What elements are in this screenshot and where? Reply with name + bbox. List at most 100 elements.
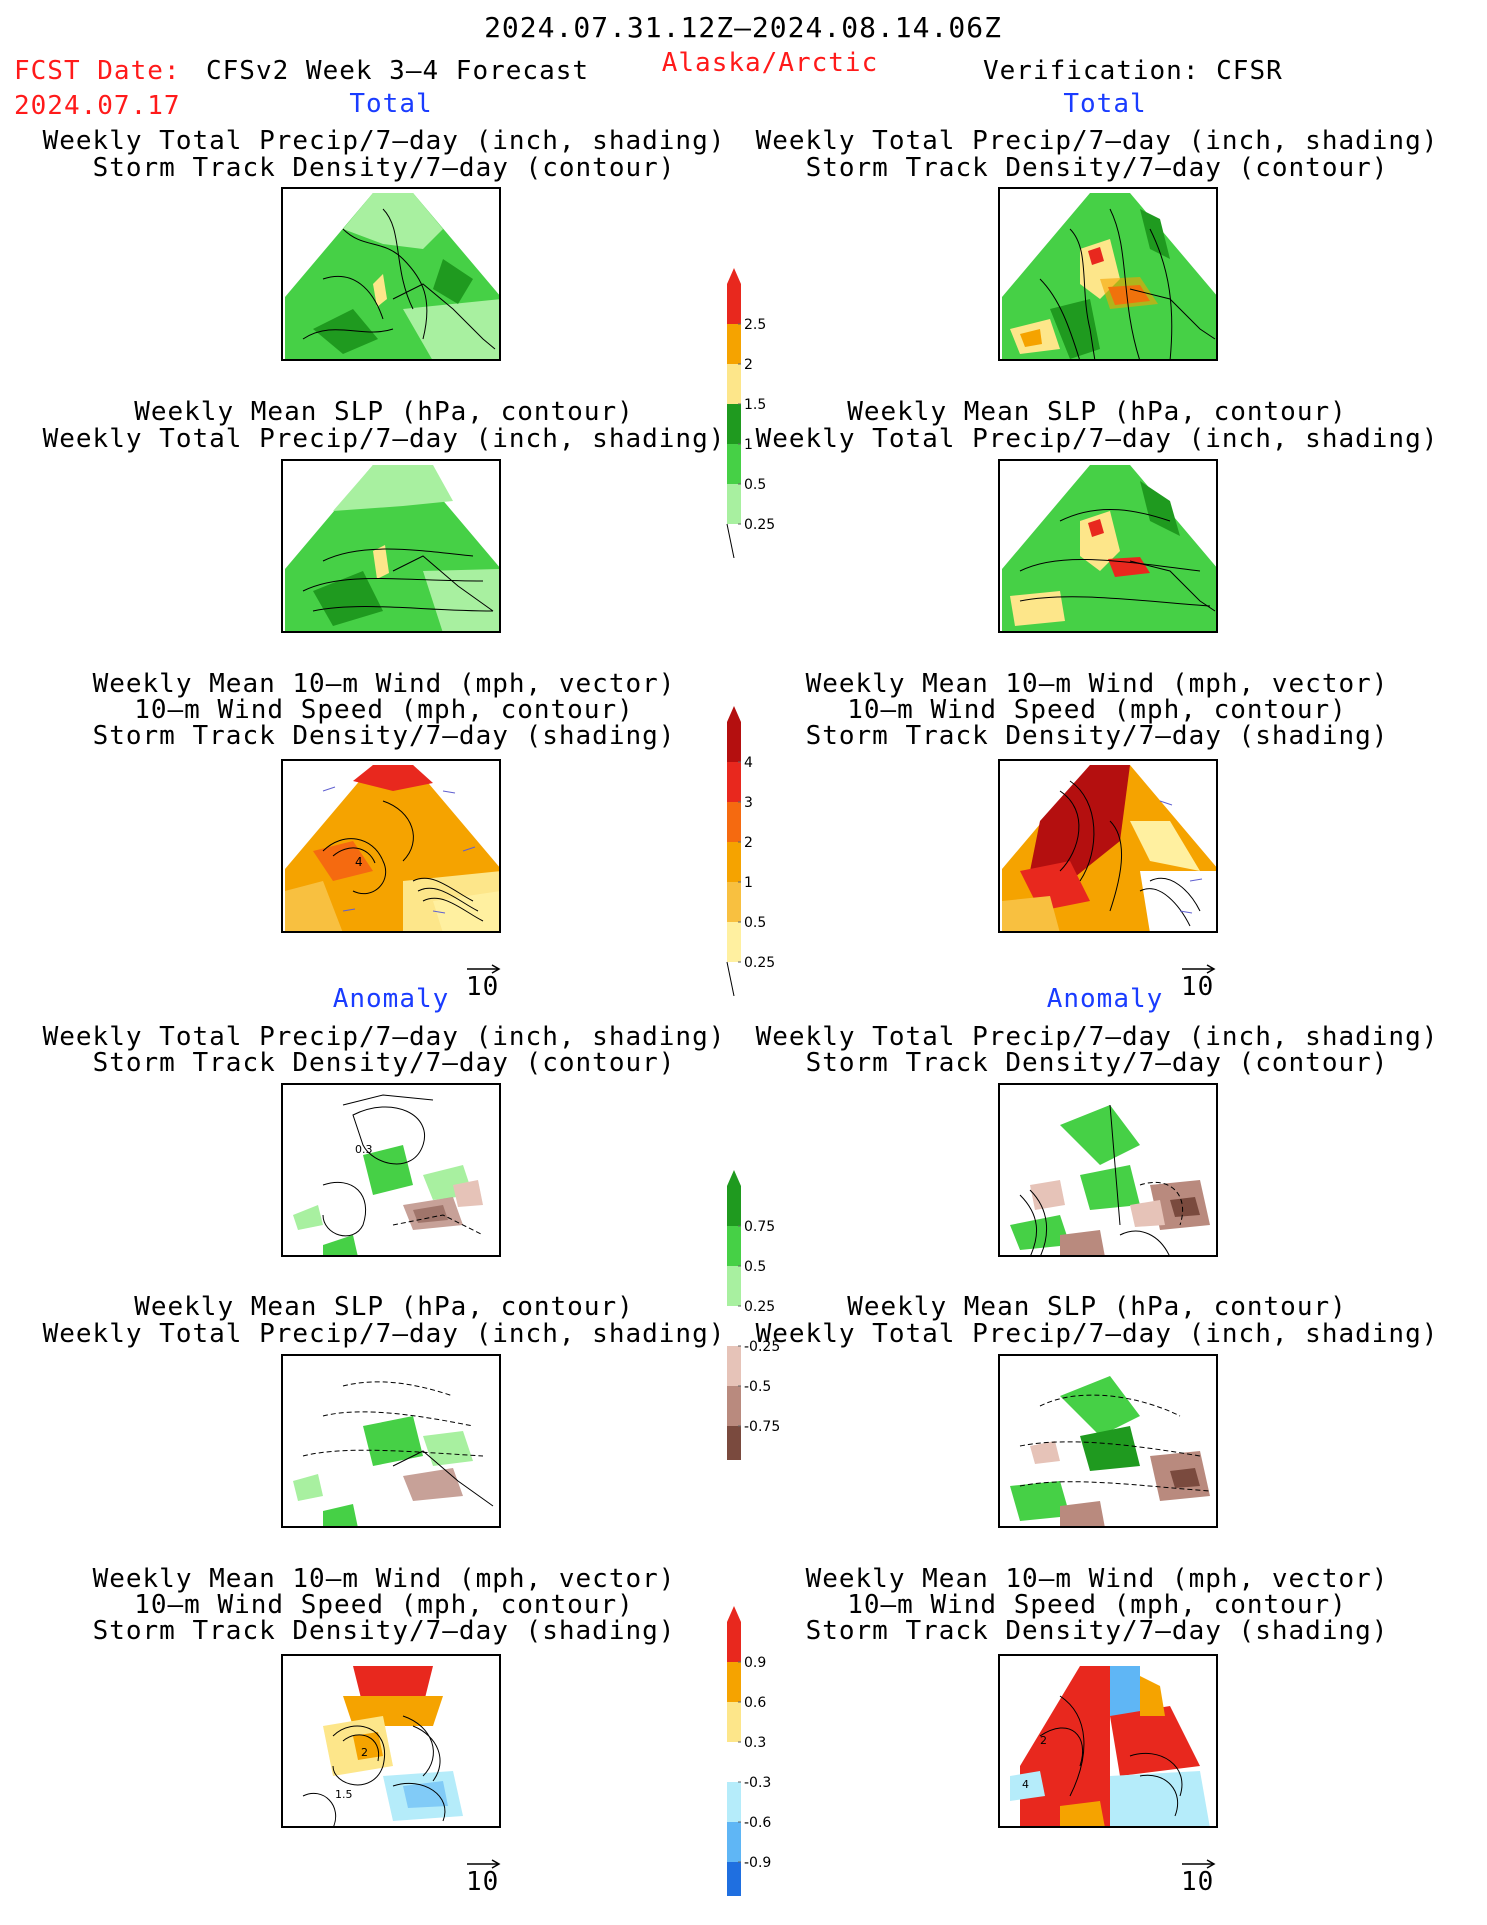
colorbar-swatch — [727, 284, 741, 324]
colorbar-bottom-tail — [726, 961, 735, 996]
panel-title-r5-b: Weekly Total Precip/7–day (inch, shading… — [755, 1319, 1439, 1349]
vector-scale-label-anomaly-left: 10 — [466, 1867, 500, 1897]
vector-scale-label-total-left: 10 — [466, 972, 500, 1002]
contour-label: 2 — [1040, 1734, 1047, 1747]
colorbar-swatch — [727, 1622, 741, 1662]
panel-title-r5-a: Weekly Mean SLP (hPa, contour) — [847, 1292, 1347, 1322]
map-panel-wind-storm-forecast-total: 4 — [281, 759, 501, 933]
colorbar-swatch — [727, 484, 741, 524]
colorbar-tick-label: 1 — [744, 875, 753, 891]
contour-label: 4 — [1022, 1778, 1029, 1791]
colorbar-swatch — [727, 444, 741, 484]
panel-title-l3-a: Weekly Mean 10–m Wind (mph, vector) — [92, 669, 676, 699]
colorbar-swatch — [727, 404, 741, 444]
colorbar-tick-label: 1 — [744, 437, 753, 453]
contour-label: 4 — [355, 855, 363, 869]
map-panel-precip-storm-verification-total — [998, 187, 1218, 361]
panel-title-r6-a: Weekly Mean 10–m Wind (mph, vector) — [805, 1564, 1389, 1594]
colorbar-tick-label: 2.5 — [744, 317, 766, 333]
colorbar-tick-label: 0.25 — [744, 517, 775, 533]
colorbar-swatch — [727, 882, 741, 922]
colorbar-swatch — [727, 1742, 741, 1782]
panel-title-l3-b: 10–m Wind Speed (mph, contour) — [134, 695, 634, 725]
colorbar-tick-label: 0.5 — [744, 1259, 766, 1275]
colorbar-swatch — [727, 1266, 741, 1306]
panel-title-l5-a: Weekly Mean SLP (hPa, contour) — [134, 1292, 634, 1322]
vector-scale-label-anomaly-right: 10 — [1181, 1867, 1215, 1897]
colorbar-tick-label: -0.75 — [744, 1419, 780, 1435]
colorbar-tick-label: 0.5 — [744, 915, 766, 931]
section-total-left: Total — [349, 89, 433, 119]
map-panel-slp-precip-forecast-anomaly — [281, 1354, 501, 1528]
colorbar-top-arrow — [727, 268, 741, 284]
contour-label: 2 — [361, 1746, 368, 1759]
colorbar-precip-total: 2.5 2 1.5 1 0.5 0.25 — [726, 268, 775, 558]
vector-scale-arrow-total-right — [1181, 960, 1217, 979]
map-panel-wind-storm-forecast-anomaly: 2 1.5 — [281, 1654, 501, 1828]
colorbar-swatch — [727, 1822, 741, 1862]
vector-scale-arrow-anomaly-right — [1181, 1855, 1217, 1874]
colorbar-top-arrow — [727, 706, 741, 722]
colorbar-swatch — [727, 1702, 741, 1742]
map-panel-wind-storm-verification-anomaly: 2 4 — [998, 1654, 1218, 1828]
colorbar-tick-label: 4 — [744, 755, 753, 771]
colorbar-tick-label: 0.6 — [744, 1695, 766, 1711]
panel-title-r3-c: Storm Track Density/7–day (shading) — [805, 721, 1389, 751]
colorbar-swatch — [727, 364, 741, 404]
panel-title-r3-a: Weekly Mean 10–m Wind (mph, vector) — [805, 669, 1389, 699]
panel-title-r2-b: Weekly Total Precip/7–day (inch, shading… — [755, 424, 1439, 454]
colorbar-swatch — [727, 722, 741, 762]
colorbar-swatch — [727, 324, 741, 364]
panel-title-r1-b: Storm Track Density/7–day (contour) — [805, 153, 1389, 183]
panel-title-l6-b: 10–m Wind Speed (mph, contour) — [134, 1590, 634, 1620]
panel-title-r1-a: Weekly Total Precip/7–day (inch, shading… — [755, 126, 1439, 156]
colorbar-swatch — [727, 1346, 741, 1386]
colorbar-tick-label: 0.5 — [744, 477, 766, 493]
panel-title-l4-b: Storm Track Density/7–day (contour) — [92, 1048, 676, 1078]
colorbar-tick-label: 1.5 — [744, 397, 766, 413]
vector-scale-label-total-right: 10 — [1181, 972, 1215, 1002]
colorbar-top-arrow — [727, 1606, 741, 1622]
map-panel-precip-storm-forecast-total — [281, 187, 501, 361]
colorbar-precip-anomaly: 0.75 0.5 0.25 -0.25 -0.5 -0.75 — [727, 1170, 780, 1460]
verification-title: Verification: CFSR — [983, 56, 1283, 86]
colorbar-swatch — [727, 1226, 741, 1266]
map-panel-slp-precip-verification-anomaly — [998, 1354, 1218, 1528]
region-title: Alaska/Arctic — [661, 48, 879, 78]
colorbar-tick-label: 0.9 — [744, 1655, 766, 1671]
panel-title-l1-b: Storm Track Density/7–day (contour) — [92, 153, 676, 183]
period-title: 2024.07.31.12Z–2024.08.14.06Z — [484, 11, 1002, 44]
colorbar-top-arrow — [727, 1170, 741, 1186]
contour-label: 0.3 — [355, 1143, 373, 1156]
colorbar-swatch — [727, 762, 741, 802]
panel-title-l6-c: Storm Track Density/7–day (shading) — [92, 1616, 676, 1646]
colorbar-tick-label: -0.9 — [744, 1855, 771, 1871]
map-panel-precip-storm-verification-anomaly — [998, 1083, 1218, 1257]
section-anomaly-right: Anomaly — [1046, 984, 1164, 1014]
colorbar-tick-label: 2 — [744, 357, 753, 373]
panel-title-l5-b: Weekly Total Precip/7–day (inch, shading… — [42, 1319, 726, 1349]
colorbar-tick-label: -0.3 — [744, 1775, 771, 1791]
panel-title-l2-a: Weekly Mean SLP (hPa, contour) — [134, 397, 634, 427]
map-panel-wind-storm-verification-total — [998, 759, 1218, 933]
colorbar-tick-label: -0.25 — [744, 1339, 780, 1355]
colorbar-swatch — [727, 922, 741, 962]
colorbar-tick-label: 0.75 — [744, 1219, 775, 1235]
colorbar-swatch — [727, 1306, 741, 1346]
map-panel-slp-precip-forecast-total — [281, 459, 501, 633]
panel-title-l2-b: Weekly Total Precip/7–day (inch, shading… — [42, 424, 726, 454]
colorbar-swatch — [727, 1782, 741, 1822]
panel-title-l4-a: Weekly Total Precip/7–day (inch, shading… — [42, 1022, 726, 1052]
panel-title-r4-a: Weekly Total Precip/7–day (inch, shading… — [755, 1022, 1439, 1052]
colorbar-tick-label: 0.25 — [744, 1299, 775, 1315]
panel-title-r6-c: Storm Track Density/7–day (shading) — [805, 1616, 1389, 1646]
map-panel-precip-storm-forecast-anomaly: 0.3 — [281, 1083, 501, 1257]
colorbar-swatch — [727, 842, 741, 882]
colorbar-tick-label: 3 — [744, 795, 753, 811]
section-total-right: Total — [1063, 89, 1147, 119]
fcst-date-value: 2024.07.17 — [14, 91, 181, 121]
colorbar-swatch — [727, 802, 741, 842]
colorbar-swatch — [727, 1426, 741, 1460]
colorbar-tick-label: 0.3 — [744, 1735, 766, 1751]
panel-title-l6-a: Weekly Mean 10–m Wind (mph, vector) — [92, 1564, 676, 1594]
